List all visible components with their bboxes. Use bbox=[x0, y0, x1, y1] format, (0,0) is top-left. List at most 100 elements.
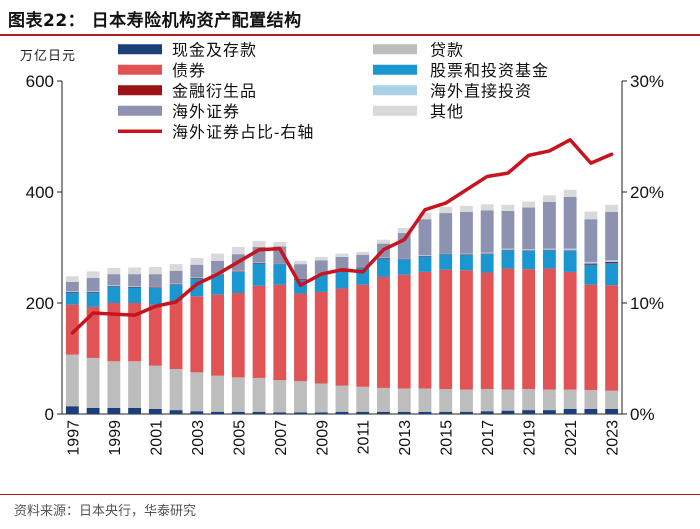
y-right-tick-label: 30% bbox=[630, 72, 664, 91]
bar-segment bbox=[542, 250, 556, 269]
bar-segment bbox=[584, 219, 598, 262]
bar-segment bbox=[86, 292, 100, 307]
x-tick-label: 2019 bbox=[522, 420, 539, 456]
bar-segment bbox=[107, 285, 121, 286]
bar-segment bbox=[460, 254, 473, 255]
bar-segment bbox=[522, 250, 536, 270]
bar-segment bbox=[148, 286, 162, 288]
bar-segment bbox=[501, 249, 515, 251]
bar-segment bbox=[273, 263, 287, 265]
bar-segment bbox=[501, 250, 515, 269]
bar-segment bbox=[377, 258, 390, 259]
bar-segment bbox=[294, 264, 307, 279]
bar-segment bbox=[314, 260, 328, 275]
x-tick-label: 2013 bbox=[397, 420, 414, 456]
bar-segment bbox=[128, 274, 142, 287]
legend-label: 其他 bbox=[430, 103, 464, 121]
y-axis-unit-label: 万亿日元 bbox=[20, 48, 76, 63]
overseas-securities-share-line bbox=[70, 138, 614, 335]
bar-segment bbox=[169, 270, 183, 284]
bar-segment bbox=[273, 284, 287, 381]
legend-label: 海外直接投资 bbox=[430, 82, 532, 100]
bar-segment bbox=[439, 269, 453, 390]
bar-segment bbox=[107, 274, 121, 286]
source-note: 资料来源：日本央行，华泰研究 bbox=[14, 504, 197, 519]
bar-segment bbox=[211, 294, 224, 376]
y-right-tick-label: 10% bbox=[630, 294, 664, 313]
bar-segment bbox=[542, 410, 556, 414]
bar-segment bbox=[231, 293, 245, 378]
bar-segment bbox=[252, 240, 266, 247]
x-tick-label: 1997 bbox=[65, 420, 82, 456]
bar-segment bbox=[65, 291, 79, 293]
legend-swatch bbox=[118, 85, 162, 96]
bar-segment bbox=[377, 411, 390, 414]
bar-segment bbox=[460, 411, 473, 414]
bar-segment bbox=[86, 271, 100, 279]
bar-segment bbox=[128, 287, 142, 303]
bar-segment bbox=[335, 253, 349, 257]
bar-segment bbox=[107, 361, 121, 408]
bar-segment bbox=[584, 390, 598, 410]
bar-segment bbox=[377, 239, 390, 244]
bar-segment bbox=[231, 246, 245, 255]
y-left-tick-label: 200 bbox=[26, 294, 54, 313]
x-tick-label: 2001 bbox=[148, 420, 165, 456]
legend-swatch bbox=[118, 64, 162, 75]
x-tick-label: 2023 bbox=[605, 420, 622, 456]
bar-segment bbox=[397, 258, 411, 260]
title-divider bbox=[0, 34, 700, 36]
bar-segment bbox=[522, 207, 536, 250]
bar-segment bbox=[86, 291, 100, 293]
bar-segment bbox=[86, 278, 100, 292]
x-tick-label: 2021 bbox=[563, 420, 580, 456]
bar-segment bbox=[190, 296, 204, 373]
bar-segment bbox=[294, 260, 307, 265]
bar-segment bbox=[273, 241, 287, 247]
bar-segment bbox=[148, 287, 162, 289]
legend-swatch bbox=[373, 64, 417, 75]
bar-segment bbox=[231, 271, 245, 294]
bar-segment bbox=[356, 284, 370, 387]
bar-segment bbox=[605, 285, 619, 391]
bar-segment bbox=[252, 285, 266, 378]
bar-segment bbox=[211, 411, 224, 414]
bar-segment bbox=[377, 257, 390, 259]
bar-segment bbox=[107, 286, 121, 303]
bar-segment bbox=[252, 263, 266, 286]
bar-segment bbox=[273, 264, 287, 285]
bar-segment bbox=[107, 407, 121, 414]
bar-segment bbox=[86, 291, 100, 292]
legend-label: 贷款 bbox=[430, 41, 464, 59]
bar-segment bbox=[522, 249, 536, 251]
bar-segment bbox=[273, 412, 287, 414]
x-tick-label: 1999 bbox=[107, 420, 124, 456]
x-tick-label: 2005 bbox=[231, 420, 248, 456]
bar-segment bbox=[169, 284, 183, 285]
bar-segment bbox=[480, 411, 494, 414]
bar-segment bbox=[314, 275, 328, 292]
bar-segment bbox=[605, 263, 619, 286]
bar-segment bbox=[480, 210, 494, 253]
bar-segment bbox=[418, 212, 432, 220]
bar-segment bbox=[169, 410, 183, 414]
bar-segment bbox=[480, 272, 494, 390]
bar-segment bbox=[65, 292, 79, 305]
bar-segment bbox=[294, 381, 307, 413]
bar-segment bbox=[148, 288, 162, 305]
bar-segment bbox=[418, 219, 432, 256]
bar-segment bbox=[397, 258, 411, 259]
bar-segment bbox=[314, 256, 328, 261]
bar-segment bbox=[107, 268, 121, 275]
bar-segment bbox=[542, 389, 556, 411]
bar-segment bbox=[480, 389, 494, 412]
bar-segment bbox=[439, 411, 453, 414]
bar-segment bbox=[522, 389, 536, 411]
bar-segment bbox=[563, 196, 577, 249]
bar-segment bbox=[460, 254, 473, 271]
bar-segment bbox=[397, 228, 411, 234]
bar-segment bbox=[252, 262, 266, 264]
bar-segment bbox=[86, 357, 100, 408]
bar-segment bbox=[128, 286, 142, 287]
